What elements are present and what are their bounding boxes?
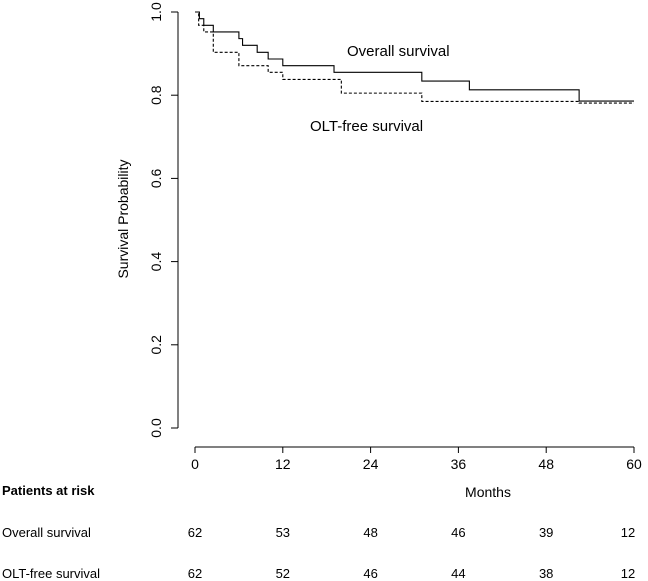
y-tick-label: 0.2 <box>148 335 164 355</box>
x-tick-label: 60 <box>626 456 642 472</box>
x-tick-label: 0 <box>191 456 199 472</box>
olt-free-survival-line <box>195 11 634 104</box>
risk-count-cell: 62 <box>187 525 203 540</box>
risk-count-cell: 38 <box>538 566 554 581</box>
risk-table-title: Patients at risk <box>2 483 95 498</box>
risk-count-cell: 46 <box>451 525 466 540</box>
y-tick-label: 0.8 <box>148 85 164 105</box>
overall-survival-line <box>195 11 634 102</box>
risk-count-cell: 52 <box>275 566 291 581</box>
y-tick-label: 0.6 <box>148 168 164 188</box>
annotation-olt-free-survival: OLT-free survival <box>310 118 423 135</box>
y-tick-label: 0.4 <box>148 252 164 272</box>
risk-row-label: Overall survival <box>2 525 91 540</box>
y-axis-label: Survival Probability <box>115 159 131 278</box>
risk-count-cell: 12 <box>620 525 636 540</box>
risk-count-cell: 39 <box>538 525 554 540</box>
risk-row-label: OLT-free survival <box>2 566 101 581</box>
risk-count-cell: 48 <box>363 525 378 540</box>
chart-axes: 0.0 0.2 0.4 0.6 0.8 1.0 0 12 24 36 48 60 <box>148 2 642 472</box>
y-tick-label: 0.0 <box>148 418 164 438</box>
risk-count-cell: 46 <box>363 566 378 581</box>
risk-count-cell: 12 <box>620 566 636 581</box>
risk-count-cell: 53 <box>275 525 291 540</box>
x-tick-label: 48 <box>538 456 554 472</box>
y-tick-label: 1.0 <box>148 2 164 22</box>
x-tick-label: 36 <box>451 456 467 472</box>
risk-count-cell: 62 <box>187 566 203 581</box>
annotation-overall-survival: Overall survival <box>347 43 450 60</box>
x-tick-label: 24 <box>363 456 379 472</box>
risk-count-cell: 44 <box>451 566 466 581</box>
x-axis-label: Months <box>465 484 511 500</box>
survival-curves <box>195 11 634 104</box>
x-tick-label: 12 <box>275 456 291 472</box>
